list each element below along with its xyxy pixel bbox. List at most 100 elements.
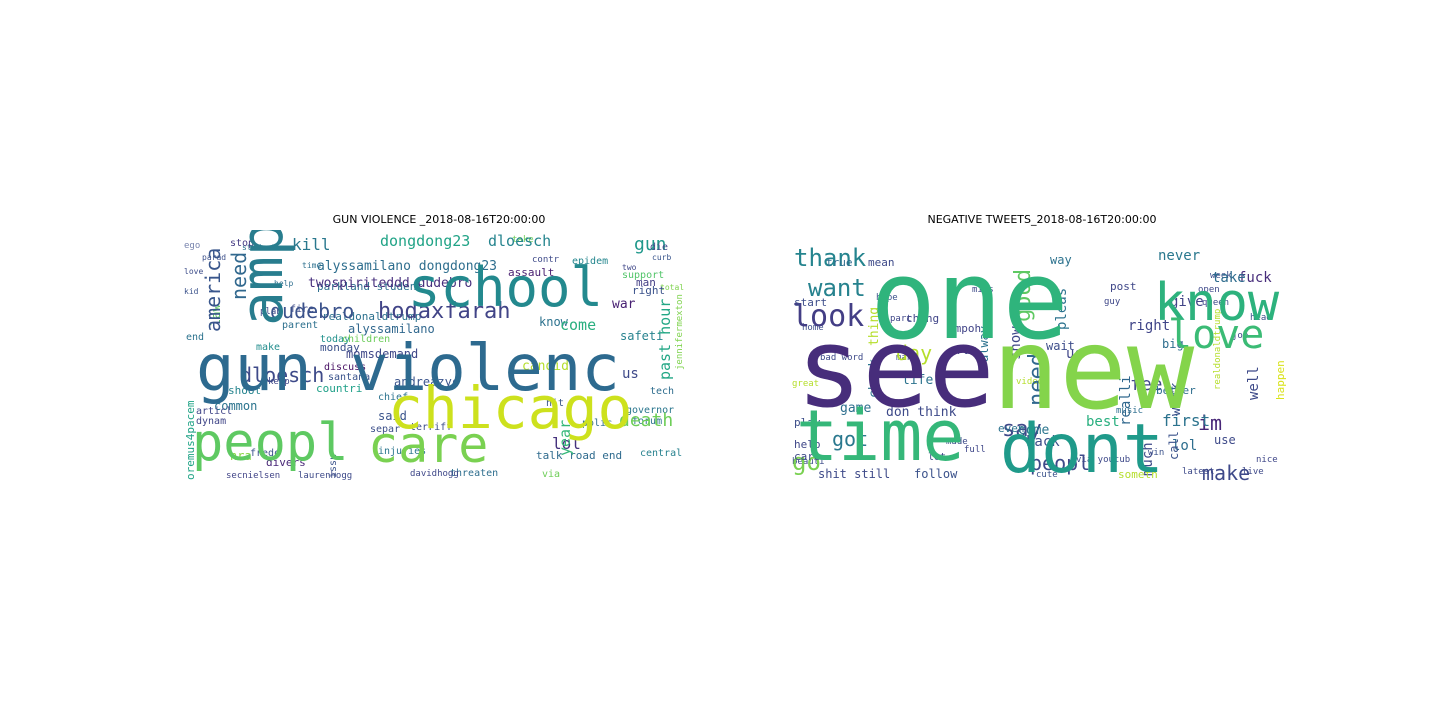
word: love <box>1168 312 1264 358</box>
word: parent <box>282 320 318 331</box>
word: nra <box>230 449 252 463</box>
word: thing <box>867 307 882 346</box>
word: care <box>794 450 821 463</box>
word: gun violenc <box>196 332 620 406</box>
word: time <box>302 261 321 270</box>
word: someth <box>1118 468 1158 481</box>
word: forum <box>632 416 662 427</box>
word: governor <box>626 405 674 416</box>
word: know <box>539 315 569 329</box>
word: divers <box>266 456 306 469</box>
word: show <box>1008 326 1024 360</box>
word: peopl <box>1030 451 1090 475</box>
word: past hour <box>656 299 674 380</box>
word: santana <box>328 372 370 383</box>
word: better <box>1156 384 1196 397</box>
word: via youtub <box>1076 455 1130 465</box>
word: realdonaldtrump <box>1213 309 1223 390</box>
word: day <box>896 341 932 365</box>
word: school <box>408 256 603 319</box>
word: one <box>870 236 1069 364</box>
word: give <box>1170 294 1204 310</box>
word: music <box>1116 406 1143 416</box>
word: go <box>792 448 821 476</box>
word: life <box>902 373 933 388</box>
word: want <box>808 274 866 302</box>
word: us <box>622 366 639 382</box>
word: student <box>242 243 276 252</box>
word: plan <box>260 307 282 317</box>
word: got <box>832 427 868 451</box>
word: follow <box>914 467 958 481</box>
word: tech <box>650 386 674 397</box>
word: momsdemand <box>346 347 418 361</box>
word: oremus4pacem <box>184 400 197 480</box>
word: dynam <box>196 416 226 427</box>
word: lol <box>552 434 581 453</box>
word: made <box>946 437 968 447</box>
word: epidem <box>572 256 608 267</box>
word: alway <box>977 326 991 362</box>
word: week <box>1210 271 1232 281</box>
word: way <box>1050 253 1072 267</box>
word: alyssamilano <box>348 322 435 336</box>
word: post <box>1110 280 1137 293</box>
cloud-background <box>786 230 1292 482</box>
word: pleas <box>1054 288 1070 330</box>
word: today <box>320 334 350 345</box>
word: alyssamilano dongdong23 <box>317 259 497 274</box>
word: dloesch <box>240 363 324 387</box>
word: help <box>794 438 821 451</box>
word: thank <box>794 244 867 272</box>
word: contr <box>532 255 560 265</box>
word: use <box>1214 433 1236 447</box>
word: happen <box>1274 360 1287 400</box>
word: total <box>660 283 684 292</box>
word: fredo <box>250 448 280 459</box>
word: big <box>1162 337 1184 351</box>
word: open <box>1198 285 1220 295</box>
word: good <box>1011 269 1036 322</box>
word: lol <box>1172 438 1197 454</box>
word: die <box>650 242 668 253</box>
word: year <box>556 420 574 456</box>
word: need <box>227 252 251 300</box>
word: latest <box>1182 467 1215 477</box>
word: central <box>640 448 682 459</box>
word: ego <box>184 241 200 251</box>
word: great <box>792 379 819 389</box>
word: time <box>796 395 965 477</box>
word: jennifermexton <box>675 294 685 370</box>
word: gun <box>634 234 667 255</box>
word: fire <box>290 304 314 315</box>
word: start <box>794 296 827 309</box>
word: care <box>368 416 488 474</box>
word: full <box>964 445 986 455</box>
word: end <box>186 332 204 343</box>
word: video <box>1016 377 1043 387</box>
word: man <box>636 276 656 289</box>
word: live <box>1242 467 1264 477</box>
word: parad <box>202 253 226 262</box>
word: chicago <box>388 374 632 442</box>
word: beauti <box>792 457 825 467</box>
word: wait <box>1046 339 1075 353</box>
word: home <box>802 323 824 333</box>
word: take <box>512 235 534 245</box>
word: head <box>1250 313 1272 323</box>
word: talk road end <box>536 449 622 462</box>
gun-violence-word-cloud: take ego student parad curb contr time l… <box>182 230 688 482</box>
word: come <box>1018 423 1049 438</box>
word: polic <box>582 418 612 429</box>
word: well <box>1246 366 1262 400</box>
word: death <box>619 410 673 431</box>
word: law <box>209 304 223 326</box>
word: even <box>998 422 1025 435</box>
negative-tweets-word-cloud: miss guy open week queen head job cute l… <box>786 230 1292 482</box>
word: nice <box>1256 455 1278 465</box>
word: injuries <box>378 446 426 457</box>
word: realdonaldtrump <box>322 310 421 323</box>
word: check <box>867 359 882 398</box>
word: best <box>1086 414 1120 430</box>
word: hit <box>546 398 564 409</box>
